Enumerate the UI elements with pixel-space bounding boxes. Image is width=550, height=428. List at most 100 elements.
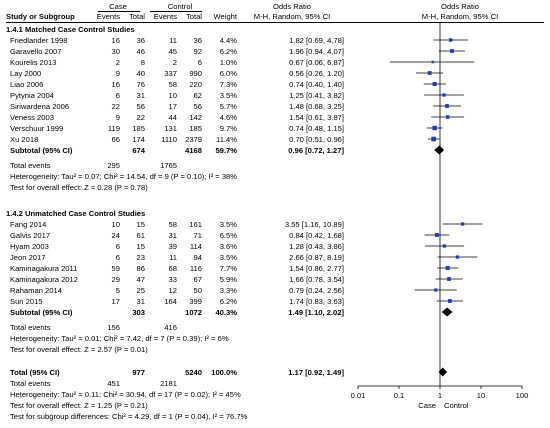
study-odds-ratio: 3.55 [1.16, 10.89] [284, 220, 344, 229]
study-weight: 1.0% [219, 58, 237, 67]
study-marker [450, 49, 454, 53]
study-total-case: 15 [136, 220, 145, 229]
study-events-case: 24 [111, 231, 120, 240]
study-weight: 6.2% [219, 47, 237, 56]
study-total-control: 990 [189, 69, 202, 78]
study-name: Verschuur 1999 [10, 124, 64, 133]
study-total-case: 31 [136, 91, 145, 100]
study-events-control: 10 [168, 91, 177, 100]
study-weight: 11.4% [216, 135, 237, 144]
group1-subtotal-odds-ratio: 0.96 [0.72, 1.27] [288, 146, 344, 155]
study-total-case: 46 [136, 47, 145, 56]
total2-column-header: Total [185, 12, 202, 21]
events2-column-header: Events [153, 12, 177, 21]
study-odds-ratio: 1.25 [0.41, 3.82] [289, 91, 344, 100]
study-weight: 6.2% [219, 297, 237, 306]
study-total-control: 114 [189, 242, 202, 251]
study-weight: 6.0% [219, 69, 237, 78]
study-total-control: 56 [193, 102, 202, 111]
study-total-case: 61 [136, 231, 145, 240]
subgroup-differences: Test for subgroup differences: Chi² = 4.… [10, 412, 248, 421]
study-odds-ratio: 1.66 [0.78, 3.54] [289, 275, 344, 284]
header-rule [6, 22, 544, 23]
favours-case-label: Case [418, 401, 436, 410]
total-diamond [438, 367, 448, 377]
study-weight: 7.7% [219, 264, 237, 273]
study-events-case: 30 [111, 47, 120, 56]
study-total-case: 8 [140, 58, 145, 67]
study-events-control: 164 [164, 297, 177, 306]
study-weight: 5.9% [219, 275, 237, 284]
study-events-case: 5 [115, 286, 120, 295]
study-odds-ratio: 1.54 [0.86, 2.77] [289, 264, 344, 273]
study-events-control: 11 [169, 253, 177, 262]
x-axis-tick-label: 0.01 [351, 391, 366, 400]
total-heterogeneity: Heterogeneity: Tau² = 0.11; Chi² = 30.94… [10, 390, 241, 399]
study-events-control: 131 [164, 124, 177, 133]
study-marker [442, 93, 446, 97]
total1-column-header: Total [128, 12, 145, 21]
group2-subtotal-odds-ratio: 1.49 [1.10, 2.02] [288, 308, 344, 317]
group1-title: 1.4.1 Matched Case Control Studies [6, 25, 135, 34]
study-events-control: 68 [168, 264, 177, 273]
study-column-header: Study or Subgroup [6, 12, 75, 21]
study-marker [431, 60, 435, 64]
total-weight: 100.0% [211, 368, 237, 377]
study-events-case: 66 [111, 135, 120, 144]
total-label: Total (95% CI) [10, 368, 60, 377]
odds-ratio-text-header: Odds Ratio [273, 2, 311, 11]
study-marker [448, 38, 453, 42]
study-marker [432, 125, 437, 131]
study-odds-ratio: 1.48 [0.68, 3.25] [289, 102, 344, 111]
study-events-control: 11 [169, 36, 177, 45]
study-total-case: 36 [136, 36, 145, 45]
study-total-control: 67 [193, 275, 202, 284]
group1-subtotal-label: Subtotal (95% CI) [10, 146, 73, 155]
x-axis-tick-label: 1 [438, 391, 442, 400]
study-total-control: 161 [189, 220, 202, 229]
method-plot-header: M-H, Random, 95% CI [421, 12, 499, 21]
study-weight: 3.5% [219, 91, 237, 100]
study-events-control: 45 [168, 47, 177, 56]
study-odds-ratio: 1.54 [0.61, 3.87] [289, 113, 344, 122]
total-events-label: Total events [10, 379, 51, 388]
study-events-control: 33 [168, 275, 177, 284]
study-total-control: 36 [193, 36, 202, 45]
subtotal-diamond [434, 145, 445, 155]
study-odds-ratio: 1.96 [0.94, 4.07] [289, 47, 344, 56]
study-name: Sun 2015 [10, 297, 43, 306]
study-marker [434, 233, 439, 237]
group2-overall-effect: Test for overall effect: Z = 2.57 (P = 0… [10, 345, 148, 354]
group2-total-events-control: 416 [164, 323, 177, 332]
study-weight: 9.7% [219, 124, 237, 133]
study-total-case: 15 [136, 242, 145, 251]
total-overall-effect: Test for overall effect: Z = 1.25 (P = 0… [10, 401, 148, 410]
study-total-control: 94 [193, 253, 202, 262]
group2-title: 1.4.2 Unmatched Case Control Studies [6, 209, 146, 218]
study-events-control: 58 [168, 220, 177, 229]
study-total-control: 6 [197, 58, 202, 67]
total-odds-ratio: 1.17 [0.92, 1.49] [288, 368, 344, 377]
study-name: Garavello 2007 [10, 47, 62, 56]
study-total-case: 185 [132, 124, 145, 133]
study-events-case: 17 [111, 297, 120, 306]
study-odds-ratio: 0.74 [0.48, 1.15] [289, 124, 344, 133]
total-events-case: 451 [107, 379, 120, 388]
study-name: Siriwardena 2006 [10, 102, 70, 111]
total-total-control: 5240 [185, 368, 202, 377]
group2-heterogeneity: Heterogeneity: Tau² = 0.01; Chi² = 7.42,… [10, 334, 229, 343]
x-axis-tick-label: 100 [516, 391, 529, 400]
study-events-case: 10 [111, 220, 120, 229]
study-total-case: 47 [136, 275, 145, 284]
study-weight: 6.5% [219, 231, 237, 240]
study-odds-ratio: 0.67 [0.06, 6.87] [289, 58, 344, 67]
study-name: Xu 2018 [10, 135, 39, 144]
study-events-case: 29 [111, 275, 120, 284]
study-events-control: 337 [164, 69, 177, 78]
study-total-control: 2379 [185, 135, 202, 144]
x-axis-tick-label: 10 [477, 391, 485, 400]
study-events-case: 119 [107, 124, 120, 133]
study-marker [447, 277, 451, 281]
study-events-case: 22 [111, 102, 120, 111]
